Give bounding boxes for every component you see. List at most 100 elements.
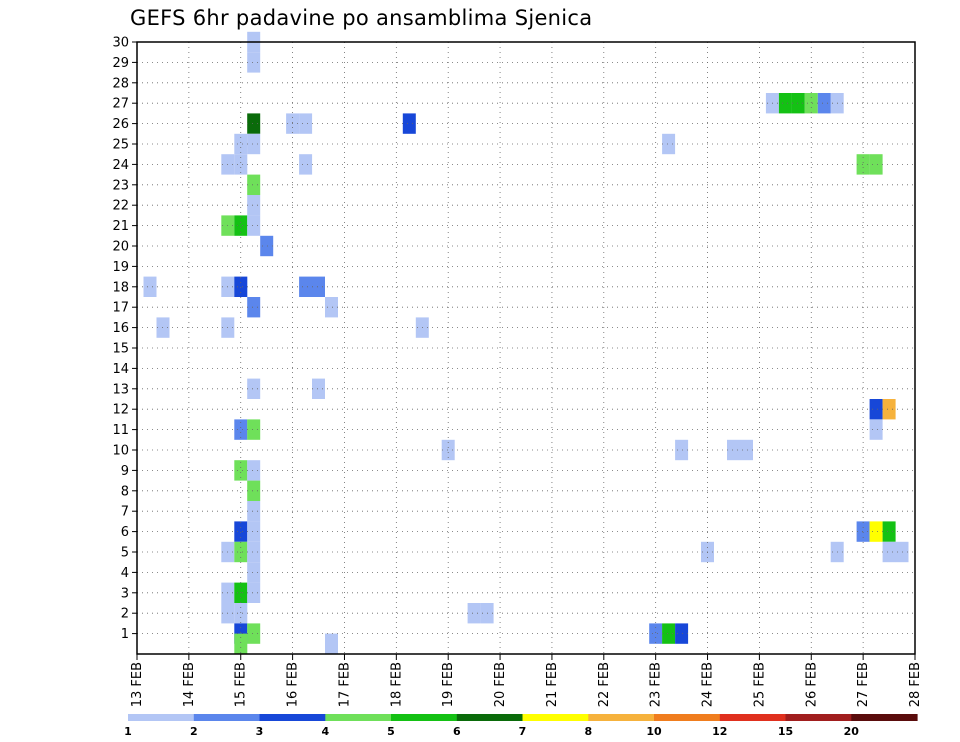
x-tick-label: 15 FEB — [234, 662, 249, 707]
heatmap-cell — [791, 93, 805, 114]
heatmap-cell — [882, 399, 896, 420]
y-tick-label: 29 — [112, 56, 129, 71]
heatmap-cell — [675, 439, 689, 461]
y-tick-label: 3 — [121, 586, 129, 601]
y-tick-label: 21 — [112, 219, 129, 234]
heatmap-cell — [234, 521, 248, 542]
y-tick-label: 8 — [121, 484, 129, 499]
color-scale-swatch — [128, 714, 195, 721]
heatmap-cell — [778, 93, 792, 114]
heatmap-cell — [260, 235, 274, 257]
x-tick-label: 25 FEB — [752, 662, 767, 707]
y-tick-label: 20 — [112, 240, 129, 255]
y-tick-label: 25 — [112, 138, 129, 153]
heatmap-cell — [247, 501, 261, 522]
y-tick-label: 13 — [112, 382, 129, 397]
heatmap-cell — [467, 603, 481, 624]
heatmap-cell — [662, 623, 676, 644]
chart-title: GEFS 6hr padavine po ansamblima Sjenica — [130, 6, 593, 30]
cells-layer — [143, 31, 909, 654]
y-tick-label: 22 — [112, 199, 129, 214]
color-scale-swatch — [719, 714, 787, 721]
heatmap-cell — [869, 399, 883, 420]
heatmap-cell — [247, 195, 261, 216]
heatmap-cell — [143, 276, 157, 297]
y-tick-label: 10 — [112, 444, 129, 459]
heatmap-cell — [247, 378, 261, 399]
color-scale-swatch — [193, 714, 261, 721]
heatmap-cell — [804, 93, 818, 114]
color-scale-label: 10 — [646, 725, 662, 738]
x-tick-label: 23 FEB — [649, 662, 664, 707]
heatmap-cell — [869, 154, 883, 175]
heatmap-cell — [312, 276, 325, 297]
color-scale-swatch — [259, 714, 326, 721]
heatmap-cell — [727, 439, 740, 461]
y-tick-label: 28 — [112, 76, 129, 91]
x-tick-label: 27 FEB — [856, 662, 871, 707]
heatmap-cell — [869, 521, 883, 542]
y-tick-label: 11 — [112, 423, 129, 438]
heatmap-cell — [312, 378, 325, 399]
y-tick-label: 6 — [121, 525, 129, 540]
heatmap-cell — [856, 521, 870, 542]
heatmap-cell — [234, 419, 248, 440]
heatmap-cell — [740, 439, 753, 461]
heatmap-cell — [247, 113, 261, 134]
x-tick-label: 26 FEB — [804, 662, 819, 707]
y-tick-label: 14 — [112, 362, 129, 377]
y-tick-label: 16 — [112, 321, 129, 336]
color-scale-swatch — [785, 714, 852, 721]
heatmap-cell — [325, 633, 338, 654]
y-tick-label: 19 — [112, 260, 129, 275]
y-tick-label: 9 — [121, 464, 129, 479]
color-scale-bar: 1 2 3 4 5 6 7 8 10 12 15 20 — [124, 714, 918, 738]
heatmap-cell — [247, 297, 261, 318]
color-scale-label: 6 — [453, 725, 461, 738]
x-tick-label: 22 FEB — [597, 662, 612, 707]
heatmap-cell — [402, 113, 416, 134]
y-tick-label: 15 — [112, 342, 129, 357]
heatmap-cell — [856, 154, 870, 175]
heatmap-cell — [869, 419, 883, 440]
color-scale-label: 20 — [844, 725, 860, 738]
y-tick-label: 4 — [121, 566, 129, 581]
heatmap-cell — [247, 419, 261, 440]
heatmap-cell — [247, 582, 261, 603]
color-scale-swatch — [851, 714, 918, 721]
x-tick-label: 17 FEB — [337, 662, 352, 707]
heatmap-cell — [817, 93, 831, 114]
heatmap-cell — [234, 276, 248, 297]
heatmap-cell — [247, 521, 261, 542]
heatmap-cell — [882, 521, 896, 542]
y-tick-label: 27 — [112, 97, 129, 112]
heatmap-cell — [247, 52, 261, 73]
color-scale-swatch — [325, 714, 392, 721]
heatmap-cell — [234, 633, 248, 654]
heatmap-cell — [234, 603, 248, 624]
color-scale-label: 12 — [712, 725, 727, 738]
heatmap-cell — [441, 439, 455, 461]
x-tick-label: 21 FEB — [545, 662, 560, 707]
x-tick-label: 19 FEB — [441, 662, 456, 707]
x-tick-label: 20 FEB — [493, 662, 508, 707]
heatmap-cell — [247, 623, 261, 644]
y-tick-label: 26 — [112, 117, 129, 132]
heatmap-cell — [247, 480, 261, 501]
heatmap-cell — [234, 460, 248, 481]
heatmap-cell — [247, 133, 261, 155]
color-scale-label: 4 — [321, 725, 329, 738]
heatmap-cell — [649, 623, 663, 644]
x-tick-label: 18 FEB — [389, 662, 404, 707]
y-tick-label: 24 — [112, 158, 129, 173]
color-scale-label: 8 — [584, 725, 592, 738]
heatmap-cell — [247, 460, 261, 481]
color-scale-label: 15 — [778, 725, 793, 738]
heatmap-cell — [234, 133, 248, 155]
heatmap-cell — [325, 297, 338, 318]
x-tick-label: 14 FEB — [182, 662, 197, 707]
heatmap-cell — [299, 154, 313, 175]
y-tick-label: 23 — [112, 178, 129, 193]
color-scale-swatch — [456, 714, 524, 721]
heatmap-cell — [234, 215, 248, 236]
